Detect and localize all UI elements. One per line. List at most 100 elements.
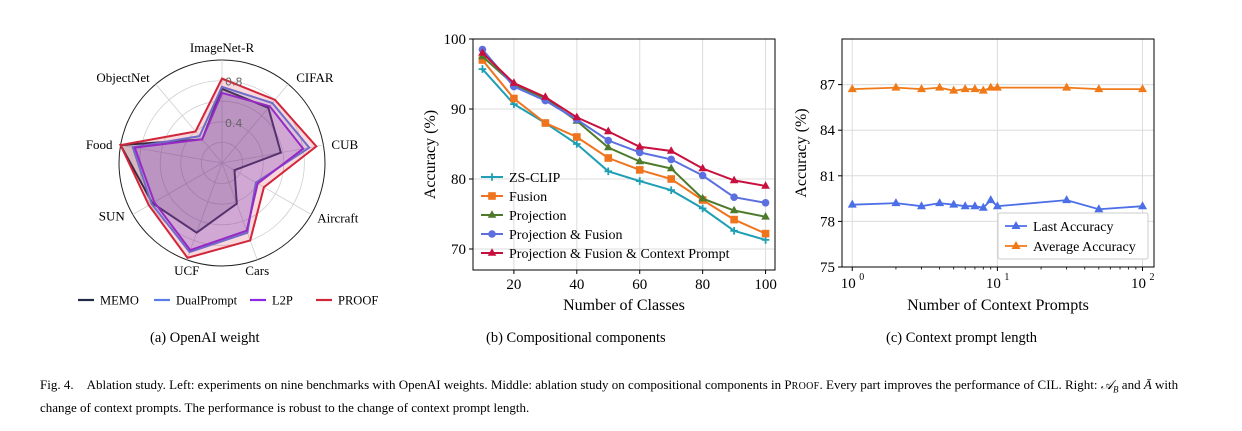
radar-spoke (186, 162, 223, 260)
radar-category-label: SUN (99, 209, 126, 224)
data-point (730, 215, 738, 224)
data-point (986, 82, 996, 91)
radar-tick-label: 0.4 (225, 117, 243, 130)
legend-label: Fusion (509, 190, 547, 205)
legend-label: Projection & Fusion & Context Prompt (509, 247, 730, 262)
radar-series-dualprompt (131, 85, 311, 254)
y-tick-label: 78 (820, 214, 835, 230)
data-point (978, 85, 988, 94)
legend-label: Projection & Fusion (509, 228, 623, 243)
data-point (1062, 82, 1072, 91)
data-point (1094, 84, 1104, 93)
data-point (935, 82, 945, 91)
radar-category-label: Cars (245, 263, 269, 278)
series-line (481, 68, 766, 241)
radar-category-label: ObjectNet (96, 70, 150, 85)
legend-marker (488, 230, 496, 238)
radar-legend-label: DualPrompt (176, 294, 238, 308)
data-point (635, 156, 645, 165)
data-point (761, 229, 770, 238)
data-point (970, 84, 980, 93)
data-point (1094, 204, 1104, 213)
series-line (481, 59, 766, 235)
data-point (667, 155, 675, 164)
data-point (986, 195, 996, 204)
radar-chart: 0.4 0.8 ImageNet-R CIFAR CUB Aircraft Cars UCF S… (78, 40, 378, 308)
radar-legend-label: MEMO (100, 294, 139, 308)
legend-marker (487, 248, 497, 256)
radar-spoke (221, 144, 324, 164)
data-point (635, 142, 645, 150)
data-point (729, 205, 739, 214)
radar-spoke (221, 83, 289, 164)
legend-marker (488, 192, 496, 200)
x-tick-label: 60 (632, 277, 647, 293)
data-point (666, 146, 676, 154)
data-point (635, 166, 644, 174)
data-point (510, 94, 518, 103)
y-axis-label: Accuracy (%) (422, 110, 439, 199)
radar-series-proof (119, 77, 318, 260)
data-point (541, 92, 550, 100)
caption-proof-smallcaps: ROOF (791, 381, 820, 392)
figure-canvas: 0.4 0.8 ImageNet-R CIFAR CUB Aircraft Cars UCF S… (78, 32, 1155, 314)
data-point (970, 201, 980, 210)
legend-label: Projection (509, 209, 567, 224)
data-point (949, 85, 959, 94)
radar-legend-label: L2P (272, 294, 293, 308)
data-point (1138, 84, 1148, 93)
data-point (761, 212, 770, 220)
legend-marker (487, 210, 497, 218)
data-point (604, 167, 613, 176)
y-tick-label: 100 (444, 32, 467, 48)
data-point (916, 201, 926, 210)
radar-legend-label: PROOF (338, 294, 378, 308)
data-point (992, 82, 1002, 91)
data-point (847, 84, 857, 93)
x-tick-label: 80 (695, 277, 710, 293)
y-tick-label: 75 (820, 260, 835, 276)
y-tick-label: 90 (451, 102, 466, 118)
legend-marker (488, 173, 496, 181)
y-tick-label: 84 (820, 123, 836, 139)
data-point (666, 163, 676, 172)
data-point (478, 48, 487, 56)
data-point (847, 199, 857, 208)
caption-math-ab-sub: B (1113, 384, 1119, 395)
data-point (1062, 195, 1072, 204)
data-point (667, 175, 675, 183)
y-tick-label: 81 (820, 169, 835, 185)
caption-and: and (1118, 377, 1144, 392)
data-point (916, 84, 926, 93)
radar-category-label: Aircraft (317, 211, 359, 226)
data-point (992, 201, 1002, 210)
radar-spoke (221, 162, 258, 260)
legend-marker (1011, 241, 1021, 249)
data-point (698, 163, 707, 172)
data-point (603, 126, 613, 135)
x-tick-label: 10 (841, 276, 856, 292)
data-point (667, 186, 675, 194)
radar-spoke (132, 162, 223, 215)
legend-marker (1011, 221, 1021, 229)
x-axis-label: Number of Context Prompts (907, 297, 1089, 314)
data-point (572, 112, 582, 121)
caption-fig-label: Fig. 4. (40, 377, 74, 392)
data-point (935, 198, 945, 207)
radar-category-label: CUB (331, 137, 358, 152)
radar-category-label: UCF (174, 263, 199, 278)
data-point (761, 199, 770, 207)
components-line-chart: 20 40 60 80 100 70 80 90 100 Number of Classes Acc… (422, 32, 777, 314)
x-tick-label: 40 (569, 277, 584, 293)
data-point (960, 201, 970, 210)
y-tick-label: 87 (820, 78, 836, 94)
data-point (761, 181, 770, 189)
x-tick-label: 100 (754, 277, 777, 293)
subcaption-b: (b) Compositional components (486, 330, 666, 346)
series-line (481, 52, 766, 187)
data-point (541, 119, 550, 127)
x-tick-label: 20 (506, 277, 521, 293)
plot-frame (472, 38, 776, 271)
figure-caption: Fig. 4. Ablation study. Left: experiment… (40, 376, 1210, 416)
